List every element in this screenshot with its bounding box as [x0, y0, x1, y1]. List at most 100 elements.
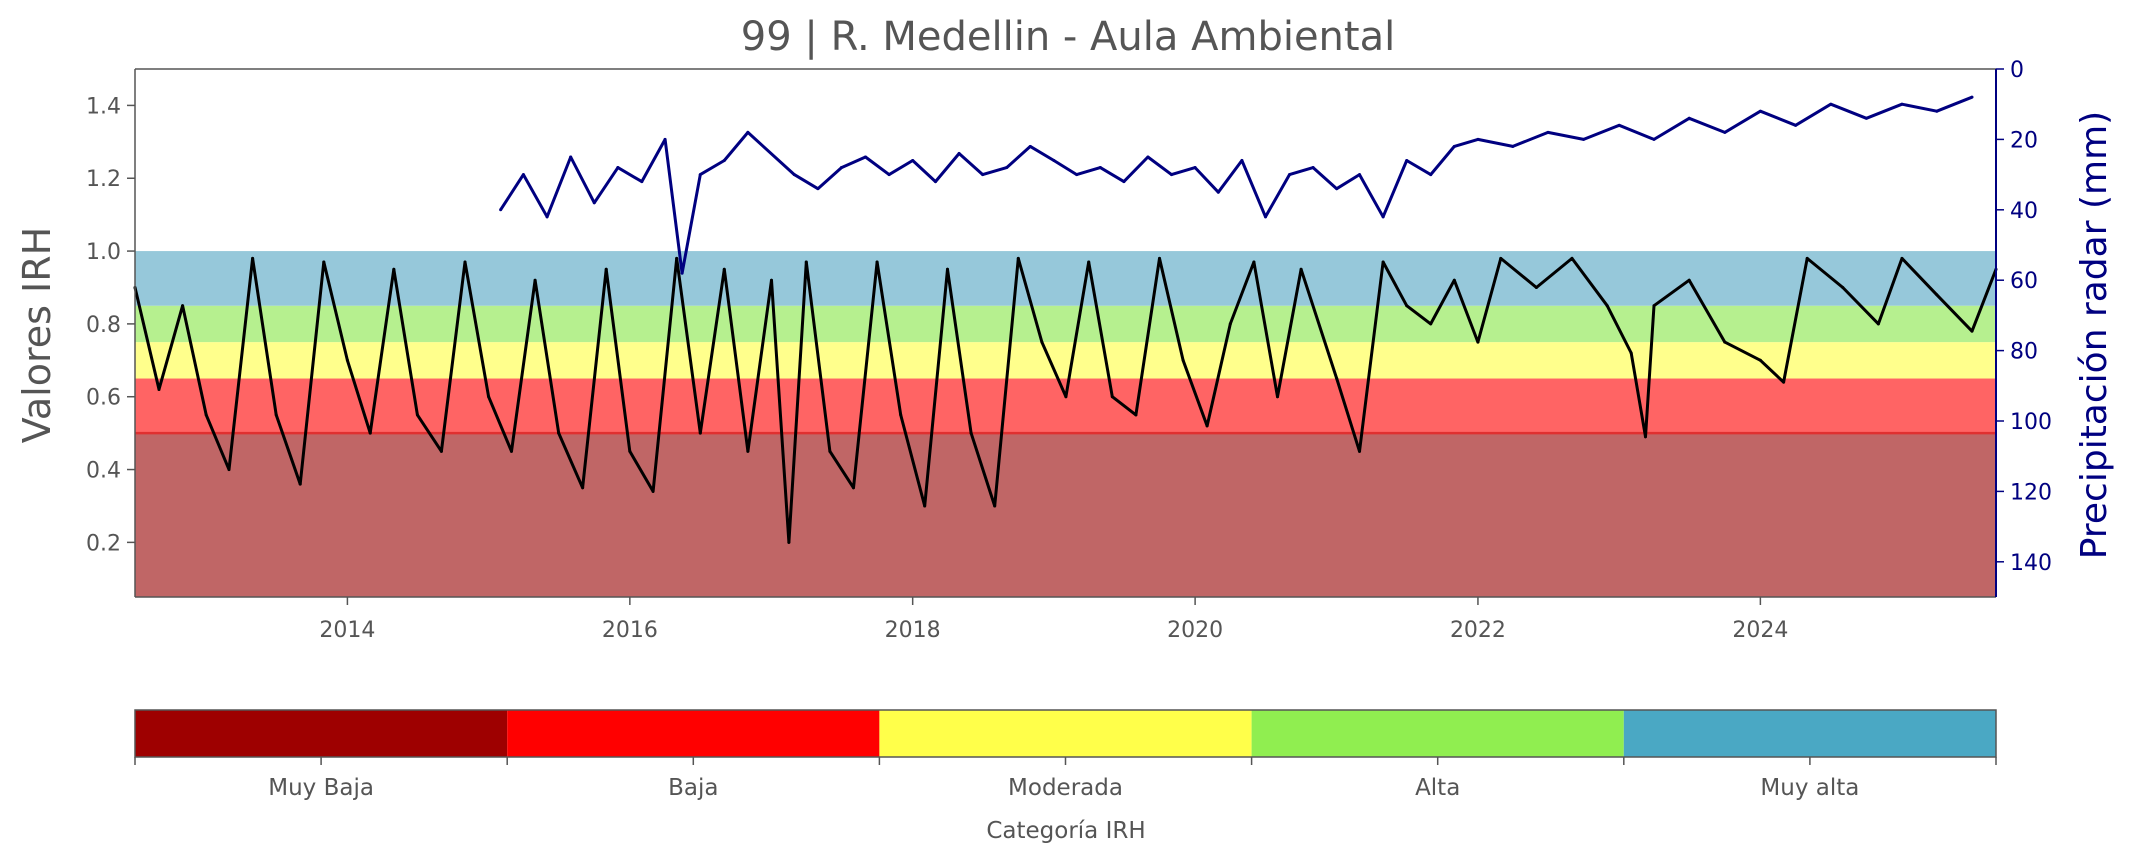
precipitation-series — [499, 95, 1974, 275]
precipitation-line-point-35 — [1335, 187, 1339, 191]
irh-line-point-20 — [604, 267, 608, 271]
irh-line-point-53 — [1381, 260, 1385, 264]
precipitation-line-point-7 — [663, 137, 667, 141]
axes — [134, 68, 1997, 598]
irh-line-point-29 — [804, 260, 808, 264]
irh-line-point-57 — [1476, 340, 1480, 344]
precipitation-line-point-37 — [1381, 215, 1385, 219]
irh-line-point-69 — [1805, 256, 1809, 260]
irh-line-point-42 — [1110, 395, 1114, 399]
irh-line-point-15 — [487, 395, 491, 399]
precipitation-line-point-55 — [1970, 95, 1974, 99]
y-tick-label-0: 0.2 — [86, 531, 121, 556]
irh-line-point-35 — [945, 267, 949, 271]
precipitation-line-point-8 — [680, 271, 684, 275]
irh-line-point-6 — [274, 413, 278, 417]
precipitation-line-point-31 — [1240, 159, 1244, 163]
precipitation-line-point-30 — [1216, 190, 1220, 194]
precipitation-line-point-54 — [1935, 109, 1939, 113]
colorbar-segment-2 — [879, 710, 1252, 757]
precipitation-line-point-6 — [640, 180, 644, 184]
y-axis-right-ticks: 0 20 40 60 80 100 120 140 — [1996, 58, 2052, 576]
irh-line-point-70 — [1841, 285, 1845, 289]
irh-line-point-55 — [1429, 322, 1433, 326]
irh-line-point-68 — [1782, 380, 1786, 384]
precipitation-line — [499, 95, 1973, 275]
irh-line — [133, 256, 1998, 544]
irh-line-point-38 — [1016, 256, 1020, 260]
precipitation-line-point-50 — [1794, 123, 1798, 127]
colorbar-label-0: Muy Baja — [268, 775, 374, 801]
irh-line-point-41 — [1087, 260, 1091, 264]
y-right-tick-label-5: 100 — [2010, 410, 2052, 435]
irh-line-point-18 — [557, 431, 561, 435]
precipitation-line-point-3 — [569, 155, 573, 159]
precipitation-line-point-40 — [1452, 144, 1456, 148]
precipitation-line-point-41 — [1476, 137, 1480, 141]
irh-line-point-52 — [1358, 449, 1362, 453]
precipitation-line-point-52 — [1864, 116, 1868, 120]
precipitation-line-point-49 — [1758, 109, 1762, 113]
irh-line-point-33 — [899, 413, 903, 417]
irh-line-point-40 — [1064, 395, 1068, 399]
precipitation-line-point-0 — [499, 208, 503, 212]
y-right-tick-label-1: 20 — [2010, 128, 2038, 153]
irh-line-point-49 — [1276, 395, 1280, 399]
irh-line-point-34 — [923, 504, 927, 508]
y-tick-label-4: 1.0 — [86, 240, 121, 265]
irh-line-point-5 — [251, 256, 255, 260]
precipitation-line-point-39 — [1429, 173, 1433, 177]
y-axis-left-label: Valores IRH — [15, 227, 59, 443]
precipitation-line-point-14 — [839, 166, 843, 170]
colorbar-segment-0 — [135, 710, 508, 757]
colorbar-label-1: Baja — [668, 775, 718, 801]
y-tick-label-6: 1.4 — [86, 94, 121, 119]
x-tick-label-2: 2018 — [885, 618, 941, 643]
irh-line-point-4 — [227, 468, 231, 472]
precipitation-line-point-16 — [887, 173, 891, 177]
category-colorbar: Muy Baja Baja Moderada Alta Muy alta — [134, 709, 1997, 801]
irh-line-point-44 — [1158, 256, 1162, 260]
irh-line-point-8 — [322, 260, 326, 264]
colorbar-segment-3 — [1251, 710, 1624, 757]
irh-line-point-23 — [675, 256, 679, 260]
precipitation-line-point-48 — [1723, 130, 1727, 134]
y-right-tick-label-6: 120 — [2010, 480, 2052, 505]
irh-line-point-24 — [698, 431, 702, 435]
precipitation-line-point-53 — [1900, 102, 1904, 106]
colorbar-segment-1 — [507, 710, 880, 757]
precipitation-line-point-44 — [1582, 137, 1586, 141]
irh-line-point-17 — [533, 278, 537, 282]
irh-line-point-72 — [1900, 256, 1904, 260]
irh-line-point-73 — [1935, 293, 1939, 297]
irh-line-point-12 — [415, 413, 419, 417]
y-axis-right-label: Precipitación radar (mm) — [2074, 111, 2115, 559]
precipitation-line-point-51 — [1829, 102, 1833, 106]
irh-line-point-16 — [509, 449, 513, 453]
colorbar-label-4: Muy alta — [1760, 775, 1859, 801]
x-tick-label-4: 2022 — [1450, 618, 1506, 643]
irh-line-point-45 — [1181, 358, 1185, 362]
precipitation-line-point-27 — [1146, 155, 1150, 159]
precipitation-line-point-21 — [1005, 166, 1009, 170]
irh-line-point-54 — [1405, 304, 1409, 308]
precipitation-line-point-1 — [521, 173, 525, 177]
precipitation-line-point-5 — [616, 166, 620, 170]
y-right-tick-label-3: 60 — [2010, 269, 2038, 294]
irh-line-point-3 — [204, 413, 208, 417]
irh-line-point-28 — [787, 540, 791, 544]
y-right-tick-label-2: 40 — [2010, 199, 2038, 224]
precipitation-line-point-12 — [792, 173, 796, 177]
precipitation-line-point-23 — [1052, 159, 1056, 163]
y-right-tick-label-7: 140 — [2010, 551, 2052, 576]
precipitation-line-point-19 — [957, 151, 961, 155]
precipitation-line-point-34 — [1311, 166, 1315, 170]
irh-line-point-47 — [1228, 322, 1232, 326]
irh-line-point-64 — [1652, 304, 1656, 308]
irh-line-point-58 — [1499, 256, 1503, 260]
precipitation-line-point-22 — [1028, 144, 1032, 148]
irh-line-point-74 — [1970, 329, 1974, 333]
y-right-tick-label-4: 80 — [2010, 340, 2038, 365]
irh-line-point-9 — [345, 358, 349, 362]
